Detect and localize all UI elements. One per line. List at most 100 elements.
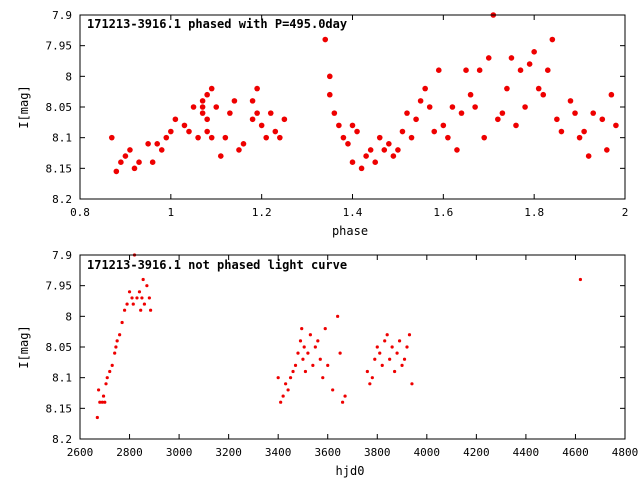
data-point — [572, 110, 578, 116]
data-point — [517, 67, 524, 73]
data-point — [147, 296, 151, 300]
data-point — [467, 91, 474, 98]
data-point — [613, 122, 619, 129]
data-point — [272, 128, 279, 135]
data-point — [326, 73, 333, 80]
data-point — [499, 110, 506, 116]
data-point — [338, 351, 342, 355]
data-point — [204, 128, 210, 135]
data-point — [208, 85, 215, 92]
data-point — [326, 363, 330, 367]
data-point — [125, 302, 129, 306]
data-point — [95, 415, 99, 420]
x-tick-label: 1 — [168, 206, 175, 219]
data-point — [131, 302, 135, 306]
data-point — [522, 104, 528, 110]
data-point — [581, 128, 587, 135]
data-point — [340, 134, 347, 141]
x-tick-label: 1.8 — [524, 206, 544, 219]
data-point — [199, 98, 206, 104]
data-point — [199, 104, 206, 110]
data-point — [139, 308, 143, 312]
data-point — [311, 363, 315, 367]
data-point — [485, 55, 492, 61]
data-point — [288, 376, 293, 380]
x-tick-label: 4000 — [414, 446, 441, 459]
data-point — [440, 122, 447, 129]
data-point — [127, 147, 133, 153]
x-tick-label: 4800 — [612, 446, 639, 459]
data-point — [231, 98, 238, 104]
data-point — [472, 104, 478, 110]
data-point — [426, 104, 433, 110]
data-point — [399, 128, 406, 135]
data-point — [186, 128, 192, 135]
data-point — [286, 388, 290, 392]
data-point — [476, 67, 483, 73]
data-point — [397, 339, 402, 343]
data-point — [385, 333, 389, 337]
data-point — [141, 277, 145, 282]
data-point — [549, 36, 556, 43]
data-point — [130, 296, 134, 300]
plot-phased-xlabel: phase — [332, 224, 368, 238]
data-point — [254, 110, 260, 116]
data-point — [504, 85, 510, 92]
y-tick-label: 8 — [65, 70, 72, 83]
data-point — [145, 284, 149, 288]
data-point — [326, 91, 333, 98]
data-point — [395, 147, 401, 153]
data-point — [481, 134, 488, 141]
data-point — [284, 382, 288, 386]
data-point — [576, 134, 583, 141]
data-point — [402, 357, 407, 361]
data-point — [190, 104, 197, 110]
data-point — [96, 388, 101, 392]
plot-unphased-points — [95, 253, 583, 420]
x-tick-label: 3800 — [364, 446, 391, 459]
data-point — [122, 308, 127, 312]
data-point — [318, 357, 322, 361]
data-point — [535, 85, 542, 92]
data-point — [254, 85, 260, 92]
data-point — [108, 369, 112, 374]
plot-phased-ylabel: I[mag] — [17, 85, 31, 128]
data-point — [118, 159, 124, 165]
data-point — [127, 290, 132, 294]
plot-unphased-frame — [79, 254, 626, 440]
data-point — [422, 85, 428, 92]
data-point — [168, 128, 174, 135]
data-point — [331, 388, 335, 392]
data-point — [240, 141, 247, 147]
data-point — [513, 122, 519, 129]
x-tick-label: 1.2 — [252, 206, 272, 219]
data-point — [599, 116, 606, 123]
data-point — [306, 351, 310, 355]
data-point — [113, 168, 120, 175]
data-point — [199, 110, 206, 116]
data-point — [463, 67, 469, 73]
data-point — [358, 165, 365, 172]
data-point — [386, 141, 392, 147]
y-tick-label: 7.9 — [52, 9, 72, 22]
data-point — [431, 128, 438, 135]
data-point — [154, 141, 161, 147]
data-point — [301, 357, 305, 361]
data-point — [303, 369, 308, 374]
plot-phased-points — [108, 12, 619, 175]
y-tick-label: 8.05 — [46, 101, 73, 114]
x-tick-label: 2600 — [67, 446, 94, 459]
data-point — [104, 382, 108, 386]
data-point — [531, 49, 537, 55]
data-point — [390, 153, 397, 159]
data-point — [343, 394, 347, 398]
data-point — [495, 116, 501, 123]
data-point — [336, 314, 340, 318]
data-point — [380, 363, 384, 367]
plot-phased-ticks: 0.8 1 1.2 1.4 1.6 1.8 2 7.9 7.95 8 8.05 8.1 8.15 8.2 — [46, 9, 629, 219]
data-point — [373, 357, 377, 361]
data-point — [277, 134, 283, 141]
data-point — [408, 134, 415, 141]
data-point — [345, 141, 351, 147]
